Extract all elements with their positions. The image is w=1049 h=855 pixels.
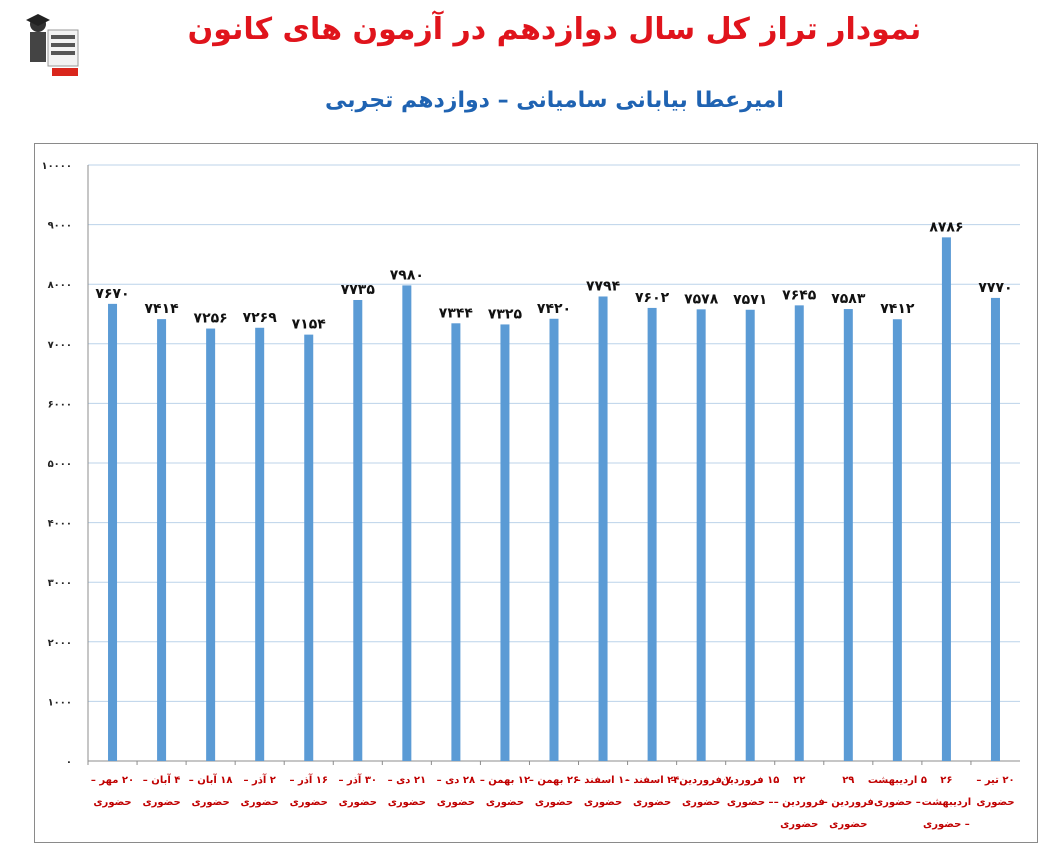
y-tick-label: ۹۰۰۰ [48,221,72,232]
x-category-label: حضوری [290,797,328,808]
x-category-label: حضوری [388,797,426,808]
x-category-label: حضوری [339,797,377,808]
bar [157,319,167,761]
bar-value-label: ۷۷۷۰ [978,280,1012,296]
bar [745,309,755,761]
x-category-label: حضوری [584,797,622,808]
bar [206,328,216,761]
x-category-label: ۲۰ تیر – [976,775,1014,786]
y-tick-label: ۴۰۰۰ [48,519,72,530]
chart-frame [34,143,1038,843]
bar-value-label: ۷۴۱۴ [144,301,179,317]
bar-value-label: ۷۴۱۲ [880,301,915,317]
x-category-label: اردیبهشت [922,797,972,808]
x-category-label: حضوری [633,797,671,808]
bar [696,309,706,761]
bar-value-label: ۷۶۰۲ [635,290,670,306]
x-category-label: ۲۶ [940,775,952,786]
bar [549,318,559,761]
bar-value-label: ۷۷۳۵ [341,282,376,298]
x-category-label: – حضوری [727,797,774,808]
x-category-label: حضوری [976,797,1014,808]
x-category-label: حضوری [486,797,524,808]
x-category-label: حضوری [191,797,229,808]
x-category-label: ۳۰ آذر – [339,773,378,786]
x-category-label: فروردین – [823,797,874,808]
x-category-label: – حضوری [874,797,921,808]
y-tick-label: ۷۰۰۰ [48,340,72,351]
chart-subtitle: امیرعطا بیابانی سامیانی – دوازدهم تجربی [325,88,784,113]
x-category-label: ۲۰ مهر – [91,775,134,786]
x-category-label: حضوری [682,797,720,808]
bar-value-label: ۷۶۷۰ [95,286,129,302]
x-category-label: ۲۸ دی – [437,775,475,786]
bar-value-label: ۷۵۷۱ [733,292,767,308]
bar [451,323,461,761]
bar [353,299,363,761]
x-category-label: ۷ فروردین – [671,775,732,786]
bar [843,309,853,761]
x-category-label: – حضوری [923,819,970,830]
bar-value-label: ۷۹۸۰ [390,267,424,283]
bar-value-label: ۷۵۸۳ [831,291,866,307]
x-category-label: حضوری [241,797,279,808]
x-category-label: حضوری [93,797,131,808]
bar [647,307,657,761]
bar [500,324,510,761]
bar-value-label: ۷۵۷۸ [684,291,719,307]
y-tick-label: ۸۰۰۰ [48,280,72,291]
x-category-label: ۲۱ دی – [388,775,426,786]
bar [108,303,118,761]
bar-value-label: ۸۷۸۶ [929,219,963,235]
x-category-label: ۱۶ آذر – [289,773,328,786]
x-category-label: ۱۵ فروردین [721,775,779,786]
bar [794,305,804,761]
x-category-label: ۱۸ آبان – [189,773,233,786]
y-tick-label: ۲۰۰۰ [48,638,72,649]
kanoon-logo-icon [22,8,82,80]
x-category-label: ۲۶ بهمن – [529,775,579,786]
y-tick-label: ۱۰۰۰۰ [41,161,72,172]
y-tick-label: ۶۰۰۰ [48,399,72,410]
bar [402,285,412,761]
bar-value-label: ۷۳۲۵ [488,306,523,322]
x-category-label: حضوری [142,797,180,808]
bar [941,237,951,762]
y-tick-label: ۰ [66,757,72,768]
x-category-label: ۲۴ اسفند – [625,775,680,786]
x-category-label: ۲ آذر – [243,773,275,786]
bar [255,327,265,761]
bar-value-label: ۷۶۴۵ [782,287,817,303]
x-category-label: ۲۲ [793,775,805,786]
y-tick-label: ۳۰۰۰ [48,578,72,589]
x-category-label: حضوری [437,797,475,808]
bar-value-label: ۷۴۲۰ [537,301,571,317]
x-category-label: ۱۲ بهمن – [480,775,530,786]
x-category-label: ۴ آبان – [143,773,181,786]
bar-value-label: ۷۳۴۴ [439,305,474,321]
bar-value-label: ۷۷۹۴ [586,278,621,294]
x-category-label: ۵ اردیبهشت [868,775,927,786]
bar [598,296,608,761]
bar [304,334,314,761]
bar-value-label: ۷۲۵۶ [194,311,228,327]
x-category-label: حضوری [780,819,818,830]
x-category-label: حضوری [829,819,867,830]
bar [892,319,902,761]
y-tick-label: ۵۰۰۰ [48,459,72,470]
bar-value-label: ۷۲۶۹ [243,310,278,326]
x-category-label: ۱۰ اسفند – [576,775,631,786]
x-category-label: ۲۹ [842,775,854,786]
bar-value-label: ۷۱۵۴ [292,317,327,333]
y-tick-label: ۱۰۰۰ [48,697,72,708]
x-category-label: حضوری [535,797,573,808]
x-category-label: فروردین – [774,797,825,808]
bar [990,297,1000,761]
chart-title: نمودار تراز کل سال دوازدهم در آزمون های … [187,12,922,47]
